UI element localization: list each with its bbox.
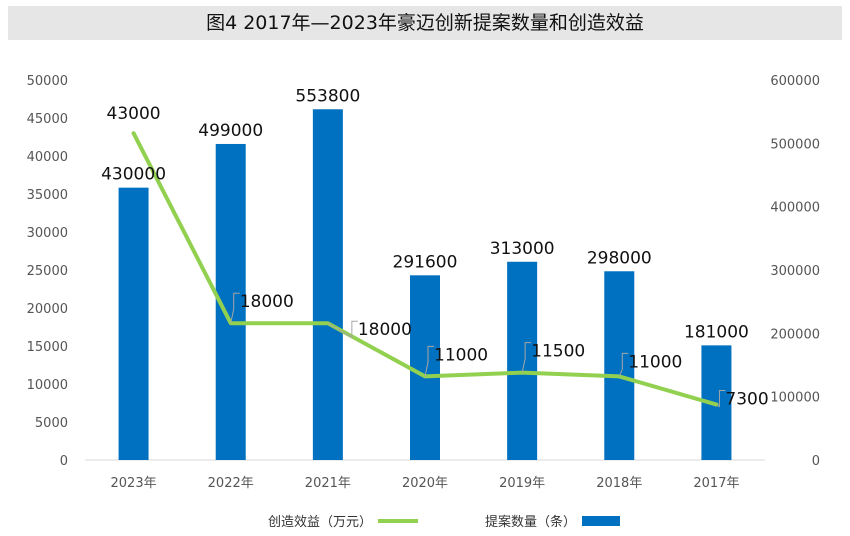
bar-data-label: 430000 (101, 165, 166, 185)
bar-proposals (312, 109, 343, 460)
bar-data-label: 298000 (587, 248, 652, 268)
bar-data-label: 553800 (295, 86, 360, 106)
legend-label-proposals: 提案数量（条） (485, 514, 576, 530)
x-axis-category-label: 2021年 (305, 476, 351, 491)
x-axis-category-label: 2023年 (111, 476, 157, 491)
left-axis-tick-label: 35000 (27, 188, 68, 203)
chart-title: 图4 2017年—2023年豪迈创新提案数量和创造效益 (206, 12, 644, 34)
line-data-label: 11500 (531, 342, 585, 362)
legend-label-benefit: 创造效益（万元） (268, 515, 372, 530)
bar-data-label: 291600 (393, 252, 458, 272)
line-data-label: 18000 (358, 320, 412, 340)
bar-proposals (507, 261, 538, 460)
line-data-label: 43000 (107, 104, 161, 124)
bar-data-label: 499000 (198, 121, 263, 141)
left-axis-tick-label: 0 (60, 454, 68, 469)
bar-data-label: 181000 (684, 322, 749, 342)
bar-proposals (410, 275, 440, 460)
x-axis-category-label: 2018年 (596, 476, 642, 491)
line-label-leader (521, 342, 532, 373)
left-axis-tick-label: 25000 (27, 264, 68, 279)
x-axis-category-label: 2022年 (208, 476, 254, 491)
right-axis-tick-label: 400000 (770, 201, 820, 216)
left-axis-tick-label: 10000 (27, 378, 68, 393)
line-data-label: 11000 (434, 345, 488, 365)
right-axis-tick-label: 600000 (770, 74, 820, 89)
line-data-label: 11000 (628, 352, 682, 372)
title-bar: 图4 2017年—2023年豪迈创新提案数量和创造效益 (8, 6, 842, 40)
line-data-label: 18000 (240, 292, 294, 312)
bar-proposals (604, 271, 635, 460)
x-axis-category-label: 2019年 (499, 476, 545, 491)
line-label-leader (230, 292, 240, 324)
line-label-leader (618, 352, 629, 377)
left-axis-tick-label: 5000 (35, 416, 68, 431)
right-axis-tick-label: 500000 (770, 137, 820, 152)
line-label-leader (327, 320, 358, 339)
right-axis-tick-label: 100000 (770, 391, 820, 406)
line-label-leader (716, 390, 726, 408)
left-axis-tick-label: 30000 (27, 226, 68, 241)
right-axis-tick-label: 200000 (770, 327, 820, 342)
left-axis-tick-label: 15000 (27, 340, 68, 355)
legend-bar-swatch (582, 516, 620, 526)
bar-data-label: 313000 (490, 239, 555, 259)
line-label-leader (424, 345, 434, 377)
left-axis-tick-label: 40000 (27, 150, 68, 165)
right-axis-tick-label: 300000 (770, 264, 820, 279)
x-axis-category-label: 2017年 (693, 476, 739, 491)
left-axis-tick-label: 45000 (27, 112, 68, 127)
left-axis-tick-label: 20000 (27, 302, 68, 317)
x-axis-category-label: 2020年 (402, 476, 448, 491)
left-axis-tick-label: 50000 (27, 74, 68, 89)
line-data-label: 7300 (725, 390, 768, 410)
bar-proposals (118, 187, 149, 460)
right-axis-tick-label: 0 (812, 454, 820, 469)
